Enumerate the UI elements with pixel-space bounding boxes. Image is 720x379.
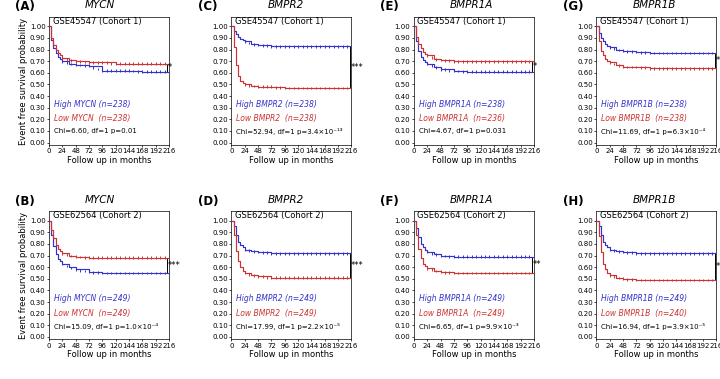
Text: Chi=52.94, df=1 p=3.4×10⁻¹³: Chi=52.94, df=1 p=3.4×10⁻¹³ <box>236 128 343 135</box>
Text: BMPR1A: BMPR1A <box>450 195 493 205</box>
Text: (F): (F) <box>380 195 399 208</box>
Text: High BMPR1A (n=249): High BMPR1A (n=249) <box>419 294 505 304</box>
Text: MYCN: MYCN <box>85 195 115 205</box>
Text: High BMPR1A (n=238): High BMPR1A (n=238) <box>419 100 505 109</box>
Text: (C): (C) <box>198 0 217 13</box>
Text: Low MYCN  (n=238): Low MYCN (n=238) <box>54 114 130 123</box>
Text: Low BMPR1A  (n=236): Low BMPR1A (n=236) <box>419 114 505 123</box>
X-axis label: Follow up in months: Follow up in months <box>67 156 151 165</box>
Text: ***: *** <box>716 56 720 65</box>
X-axis label: Follow up in months: Follow up in months <box>249 156 333 165</box>
Text: GSE62564 (Cohort 2): GSE62564 (Cohort 2) <box>235 211 324 220</box>
Text: GSE45547 (Cohort 1): GSE45547 (Cohort 1) <box>235 17 324 26</box>
Text: GSE45547 (Cohort 1): GSE45547 (Cohort 1) <box>600 17 688 26</box>
Text: High BMPR1B (n=249): High BMPR1B (n=249) <box>601 294 688 304</box>
Text: Chi=17.99, df=1 p=2.2×10⁻⁵: Chi=17.99, df=1 p=2.2×10⁻⁵ <box>236 323 341 330</box>
Y-axis label: Event free survival probability: Event free survival probability <box>19 212 28 339</box>
Text: GSE62564 (Cohort 2): GSE62564 (Cohort 2) <box>53 211 141 220</box>
Text: (G): (G) <box>563 0 583 13</box>
Text: Low BMPR1B  (n=238): Low BMPR1B (n=238) <box>601 114 687 123</box>
Text: BMPR1B: BMPR1B <box>632 195 676 205</box>
Text: (A): (A) <box>15 0 35 13</box>
X-axis label: Follow up in months: Follow up in months <box>432 350 516 359</box>
Text: **: ** <box>533 260 541 269</box>
Text: High BMPR2 (n=238): High BMPR2 (n=238) <box>236 100 317 109</box>
Text: *: * <box>168 63 172 72</box>
Text: BMPR2: BMPR2 <box>267 195 304 205</box>
Text: BMPR1B: BMPR1B <box>632 0 676 11</box>
Text: (E): (E) <box>380 0 399 13</box>
X-axis label: Follow up in months: Follow up in months <box>614 156 698 165</box>
Text: High MYCN (n=249): High MYCN (n=249) <box>54 294 130 304</box>
Text: High MYCN (n=238): High MYCN (n=238) <box>54 100 130 109</box>
Text: ***: *** <box>351 261 364 270</box>
Text: Low BMPR1B  (n=240): Low BMPR1B (n=240) <box>601 309 687 318</box>
Text: Chi=15.09, df=1 p=1.0×10⁻⁴: Chi=15.09, df=1 p=1.0×10⁻⁴ <box>54 323 158 330</box>
Text: GSE45547 (Cohort 1): GSE45547 (Cohort 1) <box>53 17 141 26</box>
Text: High BMPR2 (n=249): High BMPR2 (n=249) <box>236 294 317 304</box>
Text: GSE45547 (Cohort 1): GSE45547 (Cohort 1) <box>418 17 506 26</box>
Text: ***: *** <box>716 262 720 271</box>
Text: Chi=6.60, df=1 p=0.01: Chi=6.60, df=1 p=0.01 <box>54 128 137 134</box>
Text: (H): (H) <box>563 195 583 208</box>
Text: (B): (B) <box>15 195 35 208</box>
Text: BMPR2: BMPR2 <box>267 0 304 11</box>
Text: Low BMPR2  (n=249): Low BMPR2 (n=249) <box>236 309 317 318</box>
Text: GSE62564 (Cohort 2): GSE62564 (Cohort 2) <box>418 211 506 220</box>
Text: GSE62564 (Cohort 2): GSE62564 (Cohort 2) <box>600 211 689 220</box>
Text: MYCN: MYCN <box>85 0 115 11</box>
Text: ***: *** <box>168 261 181 270</box>
Text: Low BMPR1A  (n=249): Low BMPR1A (n=249) <box>419 309 505 318</box>
Text: *: * <box>533 62 537 71</box>
X-axis label: Follow up in months: Follow up in months <box>614 350 698 359</box>
X-axis label: Follow up in months: Follow up in months <box>432 156 516 165</box>
X-axis label: Follow up in months: Follow up in months <box>249 350 333 359</box>
Text: Chi=4.67, df=1 p=0.031: Chi=4.67, df=1 p=0.031 <box>419 128 506 134</box>
Text: Chi=16.94, df=1 p=3.9×10⁻⁵: Chi=16.94, df=1 p=3.9×10⁻⁵ <box>601 323 706 330</box>
Text: BMPR1A: BMPR1A <box>450 0 493 11</box>
Text: Low BMPR2  (n=238): Low BMPR2 (n=238) <box>236 114 317 123</box>
Text: (D): (D) <box>198 195 218 208</box>
X-axis label: Follow up in months: Follow up in months <box>67 350 151 359</box>
Text: ***: *** <box>351 63 364 72</box>
Text: Low MYCN  (n=249): Low MYCN (n=249) <box>54 309 130 318</box>
Y-axis label: Event free survival probability: Event free survival probability <box>19 17 28 144</box>
Text: High BMPR1B (n=238): High BMPR1B (n=238) <box>601 100 688 109</box>
Text: Chi=6.65, df=1 p=9.9×10⁻³: Chi=6.65, df=1 p=9.9×10⁻³ <box>419 323 518 330</box>
Text: Chi=11.69, df=1 p=6.3×10⁻⁴: Chi=11.69, df=1 p=6.3×10⁻⁴ <box>601 128 706 135</box>
